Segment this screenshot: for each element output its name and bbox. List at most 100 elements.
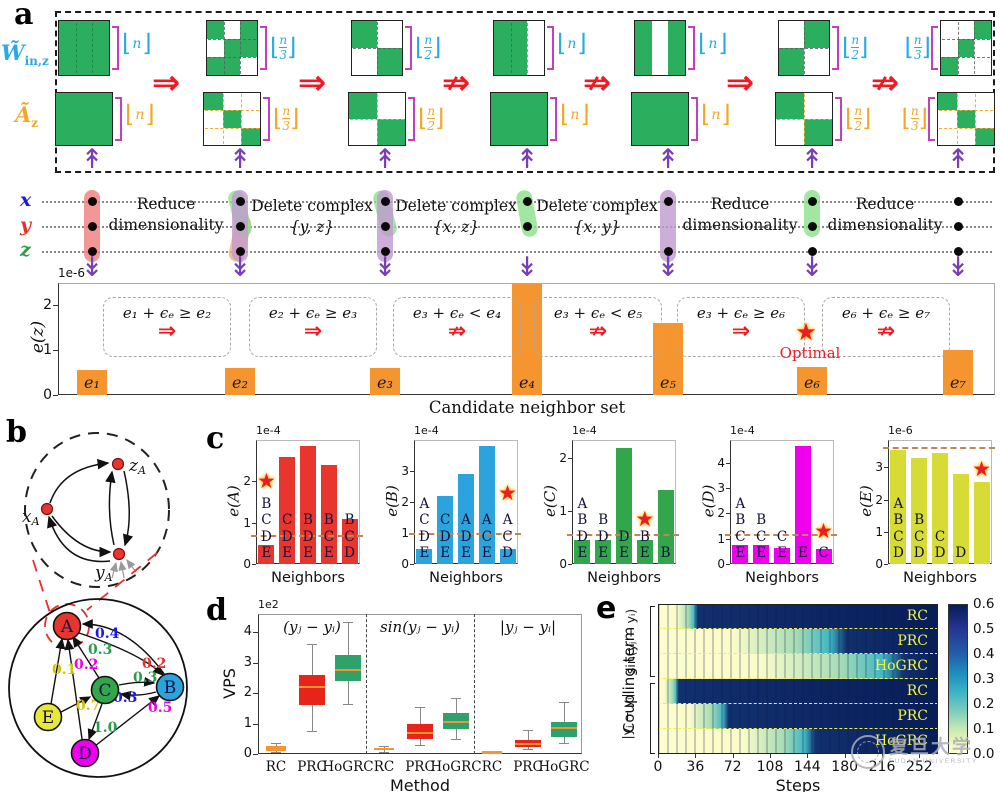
neighbor-bar xyxy=(279,456,296,564)
variable-dot xyxy=(87,196,97,206)
heatmap-row-HoGRC-0: HoGRC xyxy=(658,654,938,679)
node-D-label: D xyxy=(78,744,92,764)
neighbor-letter: D xyxy=(502,545,514,561)
condition-box-4: e₃ + ϵₑ < e₅ ⇏ xyxy=(534,297,662,357)
coupling-term-title: (yⱼ − yᵢ) xyxy=(283,618,341,636)
method-label: HoGRC xyxy=(874,732,928,749)
heatmap-row-stripes xyxy=(658,604,938,629)
down-arrow-icon: ↡ xyxy=(80,252,104,283)
matrix-bracket xyxy=(550,97,557,141)
row-dashed-separator xyxy=(658,678,938,679)
neighbor-letter: B xyxy=(914,512,925,528)
y-tick-mark xyxy=(726,462,730,464)
condition-box-3: e₃ + ϵₑ < e₄ ⇏ xyxy=(393,297,521,357)
numerator: n xyxy=(854,104,863,118)
neighbor-chart-e(D): 1e-4 e(D) 0 1 2 3 4 E C B A E C B E C E C ★ Neighbors xyxy=(690,422,842,592)
neighbor-chart-e(E): 1e-6 e(E) 0 1 2 3 D C B A D C B D C D ★ Neighbors xyxy=(848,422,1000,592)
y-tick-mark xyxy=(252,522,256,524)
scale-label: 1e-4 xyxy=(414,424,439,437)
matrix-cell-empty xyxy=(957,57,975,75)
matrix-cell-filled xyxy=(494,21,511,75)
floor-close: ⌋ xyxy=(921,33,931,61)
group-bracket-abs xyxy=(650,683,655,754)
error-chart-x-label: Candidate neighbor set xyxy=(428,398,626,417)
floor-close: ⌋ xyxy=(435,104,445,132)
matrix-cell-filled xyxy=(222,110,242,128)
a-matrix-col5 xyxy=(631,92,689,146)
floor-open: ⌊ xyxy=(701,100,711,128)
inner-node-yA xyxy=(112,547,126,561)
neighbor-bar xyxy=(952,473,969,564)
box-HoGRC xyxy=(551,722,577,738)
matrix-cell-empty xyxy=(941,21,958,39)
step-text-6: Reduce dimensionality xyxy=(817,194,953,236)
method-label: HoGRC xyxy=(874,657,928,674)
floor-open: ⌊ xyxy=(560,100,570,128)
error-bar-e₁ xyxy=(77,370,107,395)
a-matrix-col1 xyxy=(55,92,113,146)
matrix-cell-empty xyxy=(377,93,405,119)
neighbor-bar xyxy=(932,452,948,564)
error-bar-label: e₇ xyxy=(950,373,966,392)
threshold-dashed-line xyxy=(883,447,995,450)
y-tick-label: 0 xyxy=(43,387,52,403)
down-arrow-icon: ↡ xyxy=(656,252,680,283)
heatmap-row-stripes xyxy=(658,629,938,654)
label-n: n xyxy=(708,35,718,52)
colorbar-tick-label: 0.6 xyxy=(973,596,995,612)
y-tick-label: 0 xyxy=(717,557,725,571)
panel-label-c: c xyxy=(206,421,225,456)
down-arrow-icon: ↡ xyxy=(800,252,824,283)
y-tick-mark xyxy=(884,564,888,565)
neighbor-bar xyxy=(458,474,474,564)
colorbar-tick-label: 0.2 xyxy=(973,696,995,712)
x-axis-label: Neighbors xyxy=(587,570,661,586)
university-seal-icon xyxy=(851,735,885,769)
condition-expr: e₃ + ϵₑ < e₅ xyxy=(553,304,643,322)
x-tick-mark xyxy=(695,754,697,758)
variable-dot xyxy=(235,246,245,256)
neighbor-bar xyxy=(636,540,653,564)
node-B xyxy=(155,672,185,702)
condition-arrow: ⇏ xyxy=(876,319,896,344)
x-axis-label: Steps xyxy=(775,776,821,792)
y-tick-label: 3 xyxy=(401,464,409,478)
matrix-cell-filled xyxy=(352,21,377,48)
median-line xyxy=(335,669,361,672)
matrix-bracket xyxy=(408,97,415,141)
scale-label: 1e-4 xyxy=(730,424,755,437)
x-tick-mark xyxy=(919,754,921,758)
neighbor-chart-e(B): 1e-4 e(B) 0 1 2 3 E D C A E D C E D A E C A D C A ★ Neighbors xyxy=(374,422,526,592)
transform-arrow-3: ⇏ xyxy=(441,63,471,103)
neighbor-letter: C xyxy=(261,512,272,528)
node-C xyxy=(90,675,120,705)
denominator: 2 xyxy=(424,46,433,62)
y-tick-label: 0 xyxy=(243,557,251,571)
neighbor-bar xyxy=(416,548,433,564)
step-line2: dimensionality xyxy=(827,215,943,234)
y-tick-label: 3 xyxy=(243,654,252,670)
floor-open: ⌊ xyxy=(415,33,425,61)
neighbor-letter: D xyxy=(597,528,609,545)
variable-dot xyxy=(807,246,817,256)
neighbor-letter: C xyxy=(914,528,925,545)
median-line xyxy=(551,727,577,730)
y-tick-label: 4 xyxy=(243,624,252,640)
matrix-size-label: ⌊ n 3 ⌋ xyxy=(270,34,296,61)
floor-close: ⌋ xyxy=(142,29,152,57)
threshold-dashed-line xyxy=(409,533,521,535)
floor-open: ⌊ xyxy=(557,29,567,57)
y-tick-label: 1 xyxy=(243,515,251,530)
matrix-cell-empty xyxy=(377,21,402,48)
matrix-cell-empty xyxy=(974,57,991,75)
whisker-cap-bottom xyxy=(379,751,389,753)
y-tick-mark xyxy=(568,458,572,460)
weight-EC: 0.7 xyxy=(76,698,100,714)
box-PRC xyxy=(407,723,433,739)
neighbor-letter: B xyxy=(660,545,671,561)
neighbor-letter: C xyxy=(818,545,829,561)
variable-dot xyxy=(87,246,97,256)
matrix-cell-empty xyxy=(352,48,377,75)
neighbor-bar xyxy=(320,464,337,564)
